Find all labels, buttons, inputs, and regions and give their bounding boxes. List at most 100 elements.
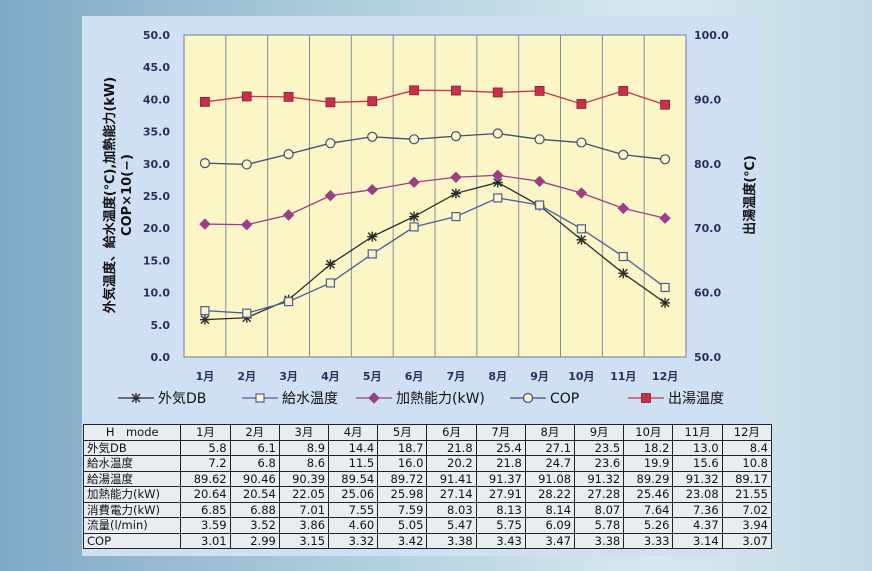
marker-shape	[576, 137, 587, 148]
marker-shape	[450, 171, 462, 183]
marker-shape	[408, 134, 420, 145]
row-label: 給湯温度	[82, 470, 182, 487]
table-cell: 8.03	[426, 501, 477, 518]
y-left-tick-label: 5.0	[151, 319, 171, 332]
table-cell: 3.38	[574, 532, 625, 549]
table-cell: 20.2	[426, 455, 477, 472]
legend-label: 出湯温度	[668, 390, 724, 407]
marker-shape	[282, 209, 295, 221]
table-cell: 89.72	[377, 470, 428, 487]
marker-shape	[641, 393, 651, 403]
marker-shape	[368, 392, 380, 404]
table-cell: 15.6	[672, 455, 723, 472]
marker-shape	[283, 149, 294, 160]
table-cell: 89.29	[623, 470, 674, 487]
table-cell: 6.85	[180, 501, 231, 518]
table-cell: 4.37	[672, 517, 723, 534]
data-point	[451, 212, 461, 222]
data-point	[618, 251, 628, 262]
marker-shape	[367, 131, 378, 142]
legend-item: 加熱能力(kW)	[356, 391, 485, 407]
y-right-tick-label: 80.0	[694, 158, 721, 171]
table-row: 給水温度 7.2 6.8 8.6 11.5 16.0 20.2 21.8 24.7 23.6 19.…	[82, 455, 773, 472]
table-cell: 3.59	[180, 517, 231, 534]
marker-shape	[325, 97, 336, 108]
table-cell: 21.8	[426, 439, 477, 456]
data-point	[659, 154, 671, 165]
table-cell: 8.14	[524, 501, 576, 518]
table-cell: 25.98	[377, 486, 428, 503]
table-cell: 4.60	[328, 517, 379, 534]
data-point	[533, 175, 546, 188]
table-cell: 7.01	[278, 501, 330, 518]
table-cell: 3.42	[377, 532, 428, 549]
x-tick-label: 6月	[405, 370, 424, 383]
column-header: 4月	[328, 424, 379, 441]
table-cell: 5.8	[180, 439, 231, 456]
data-point	[241, 159, 252, 170]
marker-shape	[576, 224, 587, 234]
data-point	[492, 128, 503, 139]
y-left-tick-label: 50.0	[143, 29, 170, 42]
series-line	[204, 174, 666, 226]
table-cell: 89.54	[328, 470, 379, 487]
data-point	[409, 85, 419, 96]
y-right-tick-label: 50.0	[694, 351, 721, 364]
table-cell: 6.88	[229, 501, 280, 518]
table-cell: 5.26	[623, 517, 674, 534]
x-tick-label: 5月	[363, 370, 382, 383]
marker-stroke	[451, 188, 461, 198]
data-point	[408, 134, 420, 145]
table-cell: 3.01	[180, 532, 231, 549]
table-cell: 3.38	[426, 532, 477, 549]
series-circle-open	[199, 128, 671, 170]
table-cell: 3.32	[328, 532, 379, 549]
series-diamond	[199, 169, 671, 231]
marker-shape	[451, 85, 461, 96]
marker-stroke	[325, 259, 335, 269]
data-point	[660, 99, 670, 110]
marker-stroke	[367, 232, 377, 242]
data-point	[241, 91, 252, 102]
row-label: 加熱能力(kW)	[82, 486, 182, 503]
y-right-tick-label: 70.0	[694, 222, 721, 235]
marker-shape	[325, 278, 336, 288]
table-cell: 91.37	[475, 470, 526, 487]
marker-shape	[241, 91, 252, 102]
marker-shape	[534, 200, 545, 210]
table-cell: 8.4	[721, 439, 773, 456]
x-tick-label: 8月	[488, 370, 507, 383]
column-header: 9月	[574, 424, 625, 441]
column-header: 7月	[475, 424, 526, 441]
table-cell: 6.1	[229, 439, 280, 456]
column-header: 1月	[180, 424, 231, 441]
x-tick-label: 2月	[237, 370, 256, 383]
y-left-tick-label: 15.0	[143, 254, 170, 267]
marker-shape	[660, 99, 670, 110]
row-label: 給水温度	[82, 455, 182, 472]
table-cell: 89.62	[180, 470, 231, 487]
row-label: 外気DB	[82, 439, 182, 456]
data-point	[617, 202, 629, 215]
y-left-tick-label: 35.0	[143, 126, 170, 139]
data-point	[576, 234, 587, 245]
data-point	[200, 96, 210, 107]
data-point	[325, 259, 336, 270]
table-cell: 8.07	[574, 501, 625, 518]
table-cell: 21.8	[475, 455, 526, 472]
row-label: COP	[82, 532, 182, 549]
column-header: 12月	[721, 424, 773, 441]
data-point	[283, 91, 294, 102]
data-point	[241, 219, 253, 231]
data-point	[576, 137, 587, 148]
column-header: 5月	[377, 424, 428, 441]
x-tick-label: 10月	[568, 370, 594, 383]
table-cell: 3.94	[721, 517, 773, 534]
marker-shape	[575, 187, 588, 199]
table-cell: 22.05	[278, 486, 330, 503]
marker-shape	[367, 96, 378, 107]
data-table: H mode 1月 2月 3月 4月 5月 6月 7月 8月 9月 10月 11月 12月 外気DB 5.8…	[82, 424, 773, 549]
table-header-row: H mode 1月 2月 3月 4月 5月 6月 7月 8月 9月 10月 11月 12月	[82, 424, 773, 441]
data-point	[409, 211, 420, 222]
marker-shape	[325, 138, 336, 149]
